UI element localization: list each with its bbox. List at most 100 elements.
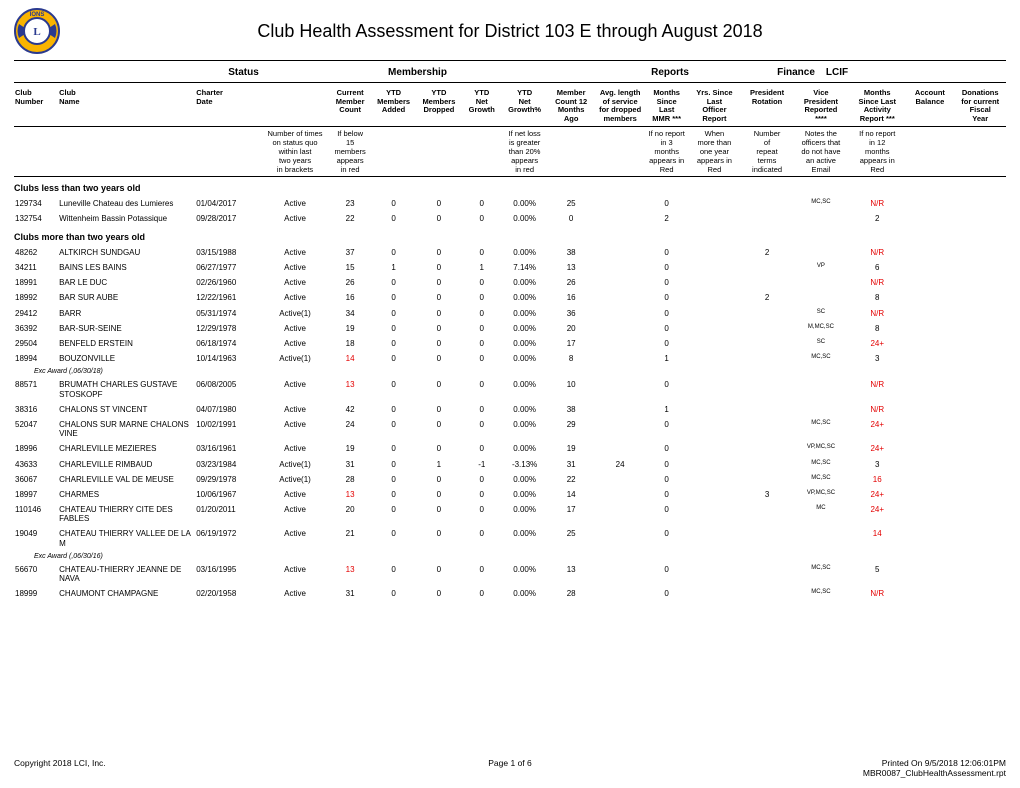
cell <box>954 586 1006 601</box>
cell: M,MC,SC <box>793 321 849 336</box>
cell: 06/27/1977 <box>195 260 261 275</box>
cell: 0 <box>416 562 463 586</box>
cell <box>594 586 645 601</box>
cell <box>741 526 792 550</box>
cell: 0 <box>416 487 463 502</box>
section-heading: Clubs more than two years old <box>14 226 1006 245</box>
cell: 13 <box>329 487 372 502</box>
cell <box>793 377 849 401</box>
cell: 42 <box>329 402 372 417</box>
cell: 0.00% <box>501 290 548 305</box>
cell <box>687 472 741 487</box>
col-charter-date: Charter Date <box>195 87 261 126</box>
cell: 0 <box>462 417 501 441</box>
cell <box>687 441 741 456</box>
cell: 0 <box>462 402 501 417</box>
cell <box>954 472 1006 487</box>
cell <box>687 245 741 260</box>
cell: 16 <box>548 290 595 305</box>
cell <box>594 472 645 487</box>
cell: 28 <box>329 472 372 487</box>
table-row: 18994BOUZONVILLE10/14/1963Active(1)14000… <box>14 351 1006 366</box>
cell <box>741 457 792 472</box>
cell <box>905 487 954 502</box>
cell: 0 <box>646 526 688 550</box>
cell: 0 <box>646 260 688 275</box>
cell: MC,SC <box>793 351 849 366</box>
cell: 0 <box>416 260 463 275</box>
footer-printed: Printed On 9/5/2018 12:06:01PM <box>675 758 1006 768</box>
table-row: 19049CHATEAU THIERRY VALLEE DE LA M06/19… <box>14 526 1006 550</box>
cell: Active <box>261 377 328 401</box>
cell <box>687 586 741 601</box>
cell <box>687 351 741 366</box>
cell <box>905 336 954 351</box>
cell: 29 <box>548 417 595 441</box>
table-row: 18997CHARMES10/06/1967Active130000.00%14… <box>14 487 1006 502</box>
cell <box>741 402 792 417</box>
table-row: 43633CHARLEVILLE RIMBAUD03/23/1984Active… <box>14 457 1006 472</box>
cell: 0.00% <box>501 502 548 526</box>
cell <box>954 196 1006 211</box>
cell: BAR-SUR-SEINE <box>58 321 195 336</box>
cell: 13 <box>329 377 372 401</box>
cell: 129734 <box>14 196 58 211</box>
cell: 0.00% <box>501 402 548 417</box>
cell: 14 <box>849 526 905 550</box>
cell: 18997 <box>14 487 58 502</box>
cell: Active(1) <box>261 351 328 366</box>
cell: 0 <box>372 562 416 586</box>
cell <box>954 275 1006 290</box>
cell: 0 <box>372 457 416 472</box>
cell: 0 <box>416 526 463 550</box>
cell <box>687 487 741 502</box>
cell: Active <box>261 245 328 260</box>
cell: 0 <box>462 306 501 321</box>
cell: 0 <box>462 321 501 336</box>
cell: -1 <box>462 457 501 472</box>
legend-member-count: If below 15 members appears in red <box>329 126 372 176</box>
col-m12: Member Count 12 Months Ago <box>548 87 595 126</box>
cell <box>741 377 792 401</box>
cell <box>905 502 954 526</box>
cell: 0 <box>372 377 416 401</box>
cell: Active <box>261 290 328 305</box>
cell: 14 <box>329 351 372 366</box>
cell <box>741 586 792 601</box>
cell: 3 <box>849 351 905 366</box>
cell: 0 <box>646 562 688 586</box>
group-lcif: LCIF <box>816 65 858 80</box>
cell: 38316 <box>14 402 58 417</box>
cell: 36 <box>548 306 595 321</box>
table-row: 110146CHATEAU THIERRY CITE DES FABLES01/… <box>14 502 1006 526</box>
cell: BENFELD ERSTEIN <box>58 336 195 351</box>
cell: 0.00% <box>501 321 548 336</box>
cell: 0 <box>462 526 501 550</box>
cell: 0 <box>372 321 416 336</box>
cell: 25 <box>548 196 595 211</box>
cell: CHARLEVILLE MEZIERES <box>58 441 195 456</box>
cell: Active <box>261 441 328 456</box>
cell: 0 <box>372 211 416 226</box>
cell: 0 <box>416 245 463 260</box>
cell: N/R <box>849 402 905 417</box>
cell <box>687 275 741 290</box>
cell: 0 <box>646 441 688 456</box>
cell: VP <box>793 260 849 275</box>
cell: 24+ <box>849 417 905 441</box>
cell: 0 <box>646 472 688 487</box>
cell: CHARLEVILLE VAL DE MEUSE <box>58 472 195 487</box>
cell: 03/23/1984 <box>195 457 261 472</box>
cell <box>687 211 741 226</box>
cell <box>905 402 954 417</box>
table-row: 48262ALTKIRCH SUNDGAU03/15/1988Active370… <box>14 245 1006 260</box>
cell <box>905 245 954 260</box>
cell <box>594 417 645 441</box>
cell: 16 <box>849 472 905 487</box>
cell: 1 <box>416 457 463 472</box>
col-officer: Yrs. Since Last Officer Report <box>687 87 741 126</box>
cell <box>687 336 741 351</box>
cell: 24+ <box>849 336 905 351</box>
svg-text:L: L <box>33 26 40 38</box>
legend-mmr: If no report in 3 months appears in Red <box>646 126 688 176</box>
